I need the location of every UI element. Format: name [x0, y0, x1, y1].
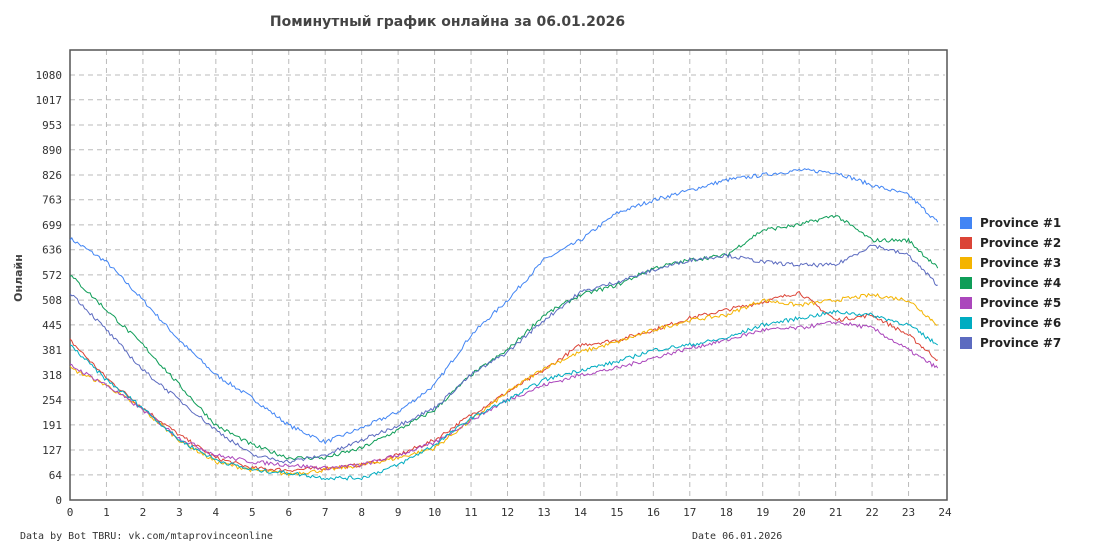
x-tick-label: 23	[902, 506, 915, 519]
legend-swatch	[960, 277, 972, 289]
legend-swatch	[960, 317, 972, 329]
plot-frame	[69, 49, 948, 501]
legend-label: Province #2	[980, 236, 1062, 250]
x-tick-label: 9	[395, 506, 402, 519]
x-tick-label: 16	[647, 506, 660, 519]
y-tick-label: 890	[42, 144, 62, 157]
y-tick-label: 636	[42, 244, 62, 257]
legend: Province #1 Province #2 Province #3 Provinc…	[960, 213, 1061, 353]
x-tick-label: 22	[865, 506, 878, 519]
x-tick-label: 8	[358, 506, 365, 519]
y-tick-label: 572	[42, 269, 62, 282]
legend-label: Province #6	[980, 316, 1062, 330]
y-tick-label: 699	[42, 219, 62, 232]
x-tick-label: 0	[67, 506, 74, 519]
y-tick-label: 445	[42, 319, 62, 332]
legend-item: Province #2	[960, 233, 1061, 253]
series-line-province-6	[70, 309, 938, 481]
legend-swatch	[960, 237, 972, 249]
x-tick-label: 10	[428, 506, 441, 519]
x-tick-label: 2	[140, 506, 147, 519]
legend-label: Province #5	[980, 296, 1062, 310]
legend-item: Province #3	[960, 253, 1061, 273]
x-tick-label: 21	[829, 506, 842, 519]
data-source: Data by Bot TBRU: vk.com/mtaprovinceonli…	[20, 531, 273, 542]
legend-item: Province #1	[960, 213, 1061, 233]
y-tick-label: 508	[42, 294, 62, 307]
legend-swatch	[960, 297, 972, 309]
y-tick-label: 381	[42, 344, 62, 357]
x-tick-label: 19	[756, 506, 769, 519]
date-label: Date 06.01.2026	[692, 531, 783, 542]
legend-item: Province #4	[960, 273, 1061, 293]
legend-label: Province #4	[980, 276, 1062, 290]
y-tick-label: 1080	[36, 69, 63, 82]
x-tick-label: 5	[249, 506, 256, 519]
y-tick-label: 763	[42, 194, 62, 207]
x-tick-label: 13	[537, 506, 550, 519]
series-line-province-7	[69, 244, 938, 464]
y-tick-label: 826	[42, 169, 62, 182]
legend-item: Province #7	[960, 333, 1061, 353]
x-tick-label: 12	[501, 506, 514, 519]
x-tick-label: 18	[720, 506, 733, 519]
legend-item: Province #5	[960, 293, 1061, 313]
series-line-province-1	[69, 168, 939, 445]
legend-label: Province #3	[980, 256, 1062, 270]
x-tick-label: 6	[285, 506, 292, 519]
legend-swatch	[960, 337, 972, 349]
series-line-province-5	[69, 320, 939, 471]
y-tick-label: 127	[42, 444, 62, 457]
y-tick-label: 318	[42, 369, 62, 382]
y-tick-label: 0	[55, 494, 62, 507]
y-tick-label: 64	[49, 469, 63, 482]
y-axis-label: Онлайн	[12, 254, 25, 302]
x-tick-label: 11	[464, 506, 477, 519]
y-tick-label: 191	[42, 419, 62, 432]
y-tick-label: 254	[42, 394, 62, 407]
x-tick-label: 20	[793, 506, 806, 519]
legend-swatch	[960, 257, 972, 269]
x-tick-label: 24	[938, 506, 952, 519]
x-tick-label: 17	[683, 506, 696, 519]
legend-label: Province #7	[980, 336, 1062, 350]
legend-label: Province #1	[980, 216, 1062, 230]
x-tick-label: 4	[213, 506, 220, 519]
x-tick-label: 15	[610, 506, 623, 519]
x-tick-label: 7	[322, 506, 329, 519]
x-tick-label: 14	[574, 506, 588, 519]
legend-swatch	[960, 217, 972, 229]
series-line-province-4	[69, 214, 939, 461]
series-line-province-2	[69, 290, 938, 473]
x-tick-label: 3	[176, 506, 183, 519]
legend-item: Province #6	[960, 313, 1061, 333]
x-tick-label: 1	[103, 506, 110, 519]
y-tick-label: 1017	[36, 94, 63, 107]
chart-title: Поминутный график онлайна за 06.01.2026	[269, 14, 626, 30]
series-line-province-3	[69, 292, 938, 477]
y-tick-label: 953	[42, 119, 62, 132]
